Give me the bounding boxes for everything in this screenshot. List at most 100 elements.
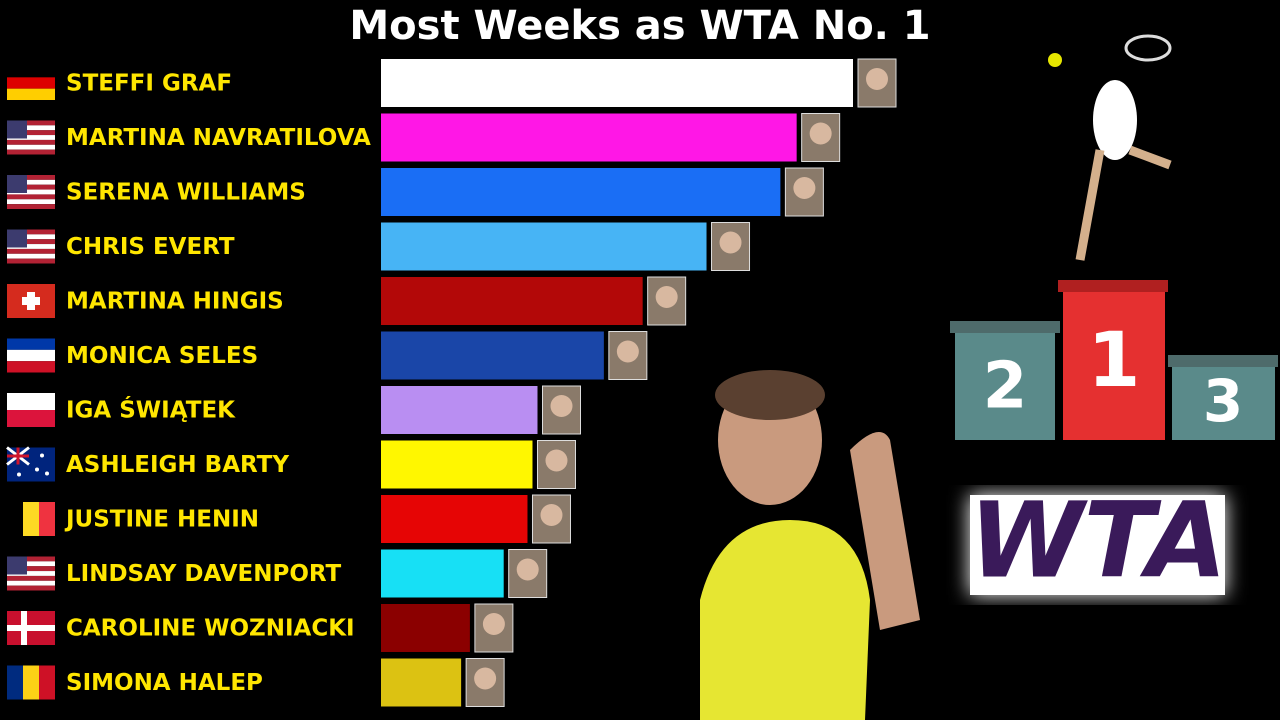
flag-part	[7, 349, 55, 362]
player-photo-face	[482, 613, 505, 635]
flag-part	[7, 139, 55, 145]
category-label: JUSTINE HENIN	[64, 507, 259, 533]
flag-part	[17, 472, 21, 477]
flag-part	[40, 453, 44, 458]
flag	[7, 611, 55, 645]
flag-part	[7, 179, 55, 185]
chart-title: Most Weeks as WTA No. 1	[349, 3, 930, 49]
flag-part	[7, 248, 55, 254]
flag-part	[7, 125, 55, 131]
podium-label: 3	[1203, 367, 1243, 435]
flag-part	[23, 665, 39, 700]
tennis-silhouette	[1048, 34, 1172, 261]
flag	[7, 502, 55, 536]
flag-part	[39, 665, 55, 700]
bar	[381, 59, 853, 107]
flag	[6, 446, 55, 482]
flag-part	[7, 77, 55, 89]
flag-part	[45, 471, 49, 476]
flag-part	[7, 393, 55, 410]
flag-part	[7, 566, 55, 572]
bar	[381, 386, 538, 434]
bar	[381, 277, 643, 325]
flag-part	[7, 229, 55, 235]
category-label: IGA ŚWIĄTEK	[66, 396, 236, 424]
category-label: ASHLEIGH BARTY	[66, 452, 289, 478]
flag-part	[7, 239, 55, 245]
player-photo-face	[516, 558, 539, 581]
player-photo-face	[550, 395, 573, 417]
flag-part	[7, 194, 55, 200]
flag	[7, 66, 55, 100]
flag-part	[7, 204, 55, 209]
flag-part	[7, 244, 55, 249]
bar	[381, 222, 707, 271]
podium-label: 2	[983, 350, 1028, 424]
flag-part	[7, 665, 23, 700]
player-photo-face	[719, 231, 742, 254]
flag-part	[7, 175, 27, 193]
flag	[7, 665, 55, 700]
podium-label: 1	[1088, 315, 1141, 404]
flag-part	[7, 130, 55, 136]
player-photo-face	[809, 122, 832, 145]
flag-part	[7, 556, 55, 562]
player-photo-face	[540, 504, 563, 526]
bar	[381, 331, 604, 380]
player-photo-face	[655, 286, 678, 308]
flag	[7, 175, 55, 209]
bar	[381, 168, 781, 216]
player-photo-face	[616, 340, 639, 363]
logo: WTA	[969, 479, 1227, 601]
player-photo-face	[474, 667, 497, 690]
flag-part	[7, 88, 55, 100]
player-photo-face	[866, 68, 888, 90]
category-label: SIMONA HALEP	[66, 670, 263, 696]
logo-glow	[970, 495, 1225, 595]
flag-part	[7, 189, 55, 195]
flag-part	[7, 625, 55, 631]
flag	[7, 556, 55, 591]
flag-part	[7, 556, 27, 575]
bar	[381, 113, 797, 162]
flag-part	[7, 120, 27, 139]
flag-part	[7, 199, 55, 205]
flag-part	[7, 66, 55, 78]
player-photo-face	[545, 449, 568, 472]
flag-part	[7, 502, 23, 536]
player-photo-face	[793, 177, 816, 199]
flag-part	[7, 144, 55, 150]
podium: 2 1 3	[950, 280, 1278, 440]
category-label: MARTINA NAVRATILOVA	[66, 125, 371, 151]
category-label: LINDSAY DAVENPORT	[66, 561, 342, 587]
flag-part	[7, 571, 55, 576]
flag-part	[35, 467, 39, 472]
player-image	[700, 370, 920, 720]
flag-part	[7, 175, 55, 180]
flag-part	[7, 361, 55, 373]
flag-part	[39, 502, 55, 536]
flag-part	[23, 502, 39, 536]
bar	[381, 549, 504, 598]
flag	[7, 284, 55, 318]
flag-part	[7, 580, 55, 586]
flag-part	[7, 229, 27, 248]
flag-part	[22, 297, 40, 305]
flag	[7, 229, 55, 264]
category-label: CAROLINE WOZNIACKI	[66, 616, 355, 642]
flag-part	[7, 253, 55, 259]
flag	[7, 393, 55, 427]
bar	[381, 658, 462, 707]
category-label: SERENA WILLIAMS	[66, 180, 306, 206]
player-photo	[474, 603, 514, 653]
flag-part	[7, 120, 55, 126]
flag-part	[7, 149, 55, 155]
flag-part	[7, 410, 55, 427]
flag	[7, 338, 55, 373]
category-label: MONICA SELES	[66, 343, 258, 369]
category-label: MARTINA HINGIS	[66, 289, 284, 315]
bar	[381, 604, 470, 652]
bar	[381, 495, 528, 543]
player-photo	[801, 113, 841, 162]
